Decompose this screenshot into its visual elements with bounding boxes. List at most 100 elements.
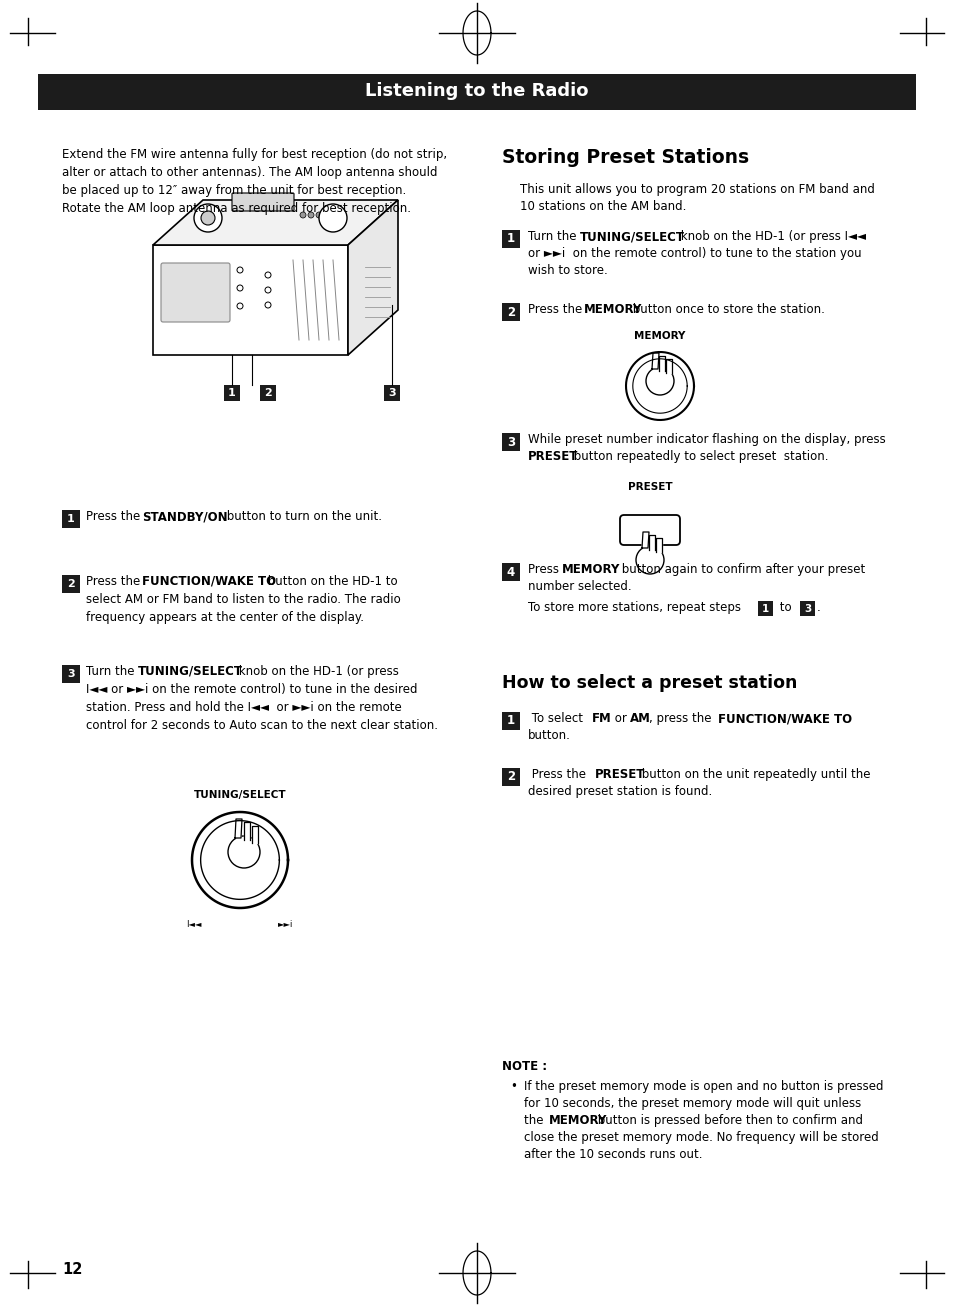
Text: FUNCTION/WAKE TO: FUNCTION/WAKE TO xyxy=(142,575,275,588)
Polygon shape xyxy=(641,532,648,549)
Text: MEMORY: MEMORY xyxy=(634,330,685,341)
Text: knob on the HD-1 (or press I◄◄: knob on the HD-1 (or press I◄◄ xyxy=(677,230,865,243)
FancyBboxPatch shape xyxy=(232,193,294,212)
Bar xyxy=(62,575,80,593)
Bar xyxy=(501,230,519,248)
Text: MEMORY: MEMORY xyxy=(583,303,641,316)
Text: FUNCTION/WAKE TO: FUNCTION/WAKE TO xyxy=(718,712,851,725)
Text: button repeatedly to select preset  station.: button repeatedly to select preset stati… xyxy=(569,451,827,464)
Text: MEMORY: MEMORY xyxy=(561,563,619,576)
Polygon shape xyxy=(651,353,659,370)
Text: 3: 3 xyxy=(67,669,74,679)
Text: Rotate the AM loop antenna as required for best reception.: Rotate the AM loop antenna as required f… xyxy=(62,202,411,215)
Text: or ►►i  on the remote control) to tune to the station you: or ►►i on the remote control) to tune to… xyxy=(527,247,861,260)
Circle shape xyxy=(265,287,271,293)
Text: Press the: Press the xyxy=(86,575,144,588)
Text: ►►i: ►►i xyxy=(278,919,294,929)
Text: TUNING/SELECT: TUNING/SELECT xyxy=(193,790,286,801)
Text: To select: To select xyxy=(527,712,586,725)
Text: 1: 1 xyxy=(506,714,515,727)
Circle shape xyxy=(315,212,322,218)
Text: alter or attach to other antennas). The AM loop antenna should: alter or attach to other antennas). The … xyxy=(62,166,437,179)
Polygon shape xyxy=(665,359,671,374)
Circle shape xyxy=(645,367,673,394)
Text: PRESET: PRESET xyxy=(595,768,644,781)
Text: for 10 seconds, the preset memory mode will quit unless: for 10 seconds, the preset memory mode w… xyxy=(523,1097,861,1110)
Text: button again to confirm after your preset: button again to confirm after your prese… xyxy=(618,563,864,576)
Text: button on the HD-1 to: button on the HD-1 to xyxy=(264,575,397,588)
Text: 4: 4 xyxy=(506,565,515,579)
Polygon shape xyxy=(648,535,655,550)
Text: How to select a preset station: How to select a preset station xyxy=(501,674,797,692)
Bar xyxy=(501,563,519,581)
Text: Press: Press xyxy=(527,563,562,576)
Bar xyxy=(501,303,519,321)
Text: wish to store.: wish to store. xyxy=(527,264,607,277)
Text: 1: 1 xyxy=(761,603,768,614)
Text: AM: AM xyxy=(629,712,650,725)
Bar xyxy=(800,601,814,616)
Circle shape xyxy=(318,204,347,232)
Polygon shape xyxy=(244,821,250,840)
Text: While preset number indicator flashing on the display, press: While preset number indicator flashing o… xyxy=(527,434,884,447)
Polygon shape xyxy=(659,357,664,371)
Text: 1: 1 xyxy=(228,388,235,398)
Text: .: . xyxy=(816,601,820,614)
Bar xyxy=(758,601,772,616)
Text: Press the: Press the xyxy=(527,303,585,316)
Text: I◄◄: I◄◄ xyxy=(186,919,201,929)
Bar xyxy=(501,768,519,786)
Bar xyxy=(62,665,80,683)
Text: If the preset memory mode is open and no button is pressed: If the preset memory mode is open and no… xyxy=(523,1080,882,1093)
Text: number selected.: number selected. xyxy=(527,580,631,593)
Text: PRESET: PRESET xyxy=(527,451,578,464)
Circle shape xyxy=(193,204,222,232)
Text: 3: 3 xyxy=(388,388,395,398)
Text: FM: FM xyxy=(592,712,611,725)
Text: Extend the FM wire antenna fully for best reception (do not strip,: Extend the FM wire antenna fully for bes… xyxy=(62,148,447,161)
Text: knob on the HD-1 (or press: knob on the HD-1 (or press xyxy=(234,665,398,678)
Circle shape xyxy=(236,285,243,291)
Text: 2: 2 xyxy=(506,306,515,319)
Text: frequency appears at the center of the display.: frequency appears at the center of the d… xyxy=(86,611,364,624)
Text: 3: 3 xyxy=(506,435,515,448)
Circle shape xyxy=(308,212,314,218)
Text: STANDBY/ON: STANDBY/ON xyxy=(142,511,228,522)
Text: be placed up to 12″ away from the unit for best reception.: be placed up to 12″ away from the unit f… xyxy=(62,184,406,197)
Text: 2: 2 xyxy=(506,771,515,784)
Circle shape xyxy=(265,272,271,278)
Text: button is pressed before then to confirm and: button is pressed before then to confirm… xyxy=(594,1114,862,1127)
Text: button to turn on the unit.: button to turn on the unit. xyxy=(223,511,381,522)
Circle shape xyxy=(201,212,214,225)
Text: This unit allows you to program 20 stations on FM band and: This unit allows you to program 20 stati… xyxy=(519,183,874,196)
Bar xyxy=(38,74,915,110)
Polygon shape xyxy=(152,246,348,355)
Text: 2: 2 xyxy=(264,388,272,398)
Text: button on the unit repeatedly until the: button on the unit repeatedly until the xyxy=(638,768,869,781)
Text: PRESET: PRESET xyxy=(627,482,672,492)
Text: the: the xyxy=(523,1114,547,1127)
Text: after the 10 seconds runs out.: after the 10 seconds runs out. xyxy=(523,1148,701,1161)
Circle shape xyxy=(228,836,260,868)
Polygon shape xyxy=(252,825,257,842)
Text: Turn the: Turn the xyxy=(86,665,138,678)
Text: 1: 1 xyxy=(67,515,74,524)
Text: close the preset memory mode. No frequency will be stored: close the preset memory mode. No frequen… xyxy=(523,1131,878,1144)
Text: 12: 12 xyxy=(62,1262,82,1277)
Bar xyxy=(384,385,399,401)
Text: Turn the: Turn the xyxy=(527,230,579,243)
Text: 3: 3 xyxy=(803,603,810,614)
Circle shape xyxy=(236,266,243,273)
Text: Press the: Press the xyxy=(86,511,144,522)
Text: NOTE :: NOTE : xyxy=(501,1060,547,1074)
Polygon shape xyxy=(348,200,397,355)
Polygon shape xyxy=(152,200,397,246)
Text: desired preset station is found.: desired preset station is found. xyxy=(527,785,712,798)
Text: MEMORY: MEMORY xyxy=(548,1114,607,1127)
Bar xyxy=(62,511,80,528)
Text: Listening to the Radio: Listening to the Radio xyxy=(365,82,588,101)
Text: Storing Preset Stations: Storing Preset Stations xyxy=(501,148,748,167)
Text: •: • xyxy=(510,1080,517,1093)
Text: I◄◄ or ►►i on the remote control) to tune in the desired: I◄◄ or ►►i on the remote control) to tun… xyxy=(86,683,417,696)
Bar xyxy=(260,385,275,401)
